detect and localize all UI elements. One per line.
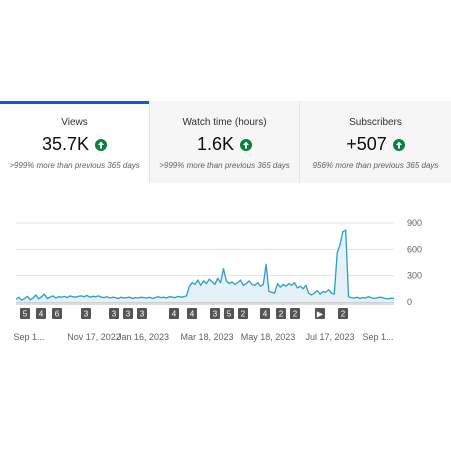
x-tick-label: Sep 1... xyxy=(13,332,44,342)
video-marker-label: 3 xyxy=(84,310,89,319)
card-value-subscribers: +507 xyxy=(346,134,387,154)
video-marker xyxy=(238,308,248,319)
video-marker xyxy=(109,308,119,319)
video-marker-label: 3 xyxy=(112,310,117,319)
video-marker-label: 3 xyxy=(140,310,145,319)
video-marker-label: 5 xyxy=(227,310,232,319)
subscribers-card[interactable]: Subscribers +507 956% more than previous… xyxy=(300,101,451,183)
video-marker xyxy=(123,308,133,319)
video-marker-label: 4 xyxy=(190,310,195,319)
card-title-views: Views xyxy=(61,117,88,128)
video-marker-label: 5 xyxy=(23,310,28,319)
card-note-subscribers: 956% more than previous 365 days xyxy=(312,161,439,170)
video-marker xyxy=(290,308,300,319)
video-marker-label: 2 xyxy=(341,310,346,319)
video-marker xyxy=(276,308,286,319)
card-title-subscribers: Subscribers xyxy=(349,117,402,128)
video-marker xyxy=(52,308,62,319)
video-marker xyxy=(20,308,30,319)
video-marker xyxy=(187,308,197,319)
video-marker-label: 4 xyxy=(263,310,268,319)
video-marker xyxy=(169,308,179,319)
y-tick-label: 600 xyxy=(407,244,422,254)
card-note-views: >999% more than previous 365 days xyxy=(9,161,140,170)
video-marker xyxy=(137,308,147,319)
card-title-watch-time: Watch time (hours) xyxy=(182,117,267,128)
card-value-watch-time: 1.6K xyxy=(196,134,235,154)
x-tick-label: Sep 1... xyxy=(362,332,393,342)
video-marker-label: 4 xyxy=(172,310,177,319)
video-marker-label: 6 xyxy=(55,310,60,319)
video-marker xyxy=(315,308,325,319)
video-marker-label: 3 xyxy=(213,310,218,319)
video-marker-label: 4 xyxy=(39,310,44,319)
video-marker xyxy=(36,308,46,319)
video-marker xyxy=(210,308,220,319)
video-marker-label: 2 xyxy=(241,310,246,319)
metric-cards: Views 35.7K >999% more than previous 365… xyxy=(0,101,451,183)
y-tick-label: 300 xyxy=(407,271,422,281)
video-marker xyxy=(81,308,91,319)
arrow-up-icon xyxy=(392,138,405,151)
video-marker-label: 2 xyxy=(293,310,298,319)
video-marker xyxy=(224,308,234,319)
arrow-up-icon xyxy=(95,138,108,151)
views-line xyxy=(15,229,395,301)
x-tick-label: Nov 17, 2022 xyxy=(67,332,121,342)
x-tick-label: Jan 16, 2023 xyxy=(117,332,169,342)
x-tick-label: Mar 18, 2023 xyxy=(180,332,233,342)
x-tick-label: May 18, 2023 xyxy=(241,332,296,342)
card-note-watch-time: >999% more than previous 365 days xyxy=(159,161,290,170)
x-tick-label: Jul 17, 2023 xyxy=(305,332,354,342)
y-tick-label: 900 xyxy=(407,218,422,228)
video-marker xyxy=(338,308,348,319)
views-card[interactable]: Views 35.7K >999% more than previous 365… xyxy=(0,101,150,183)
watch-time-card[interactable]: Watch time (hours) 1.6K >999% more than … xyxy=(150,101,300,183)
video-marker-label: ▶ xyxy=(317,310,324,319)
video-marker-label: 3 xyxy=(126,310,131,319)
video-marker xyxy=(260,308,270,319)
card-value-views: 35.7K xyxy=(41,134,90,154)
views-area xyxy=(16,230,394,302)
arrow-up-icon xyxy=(240,138,253,151)
y-tick-label: 0 xyxy=(407,297,412,307)
video-marker-label: 2 xyxy=(279,310,284,319)
